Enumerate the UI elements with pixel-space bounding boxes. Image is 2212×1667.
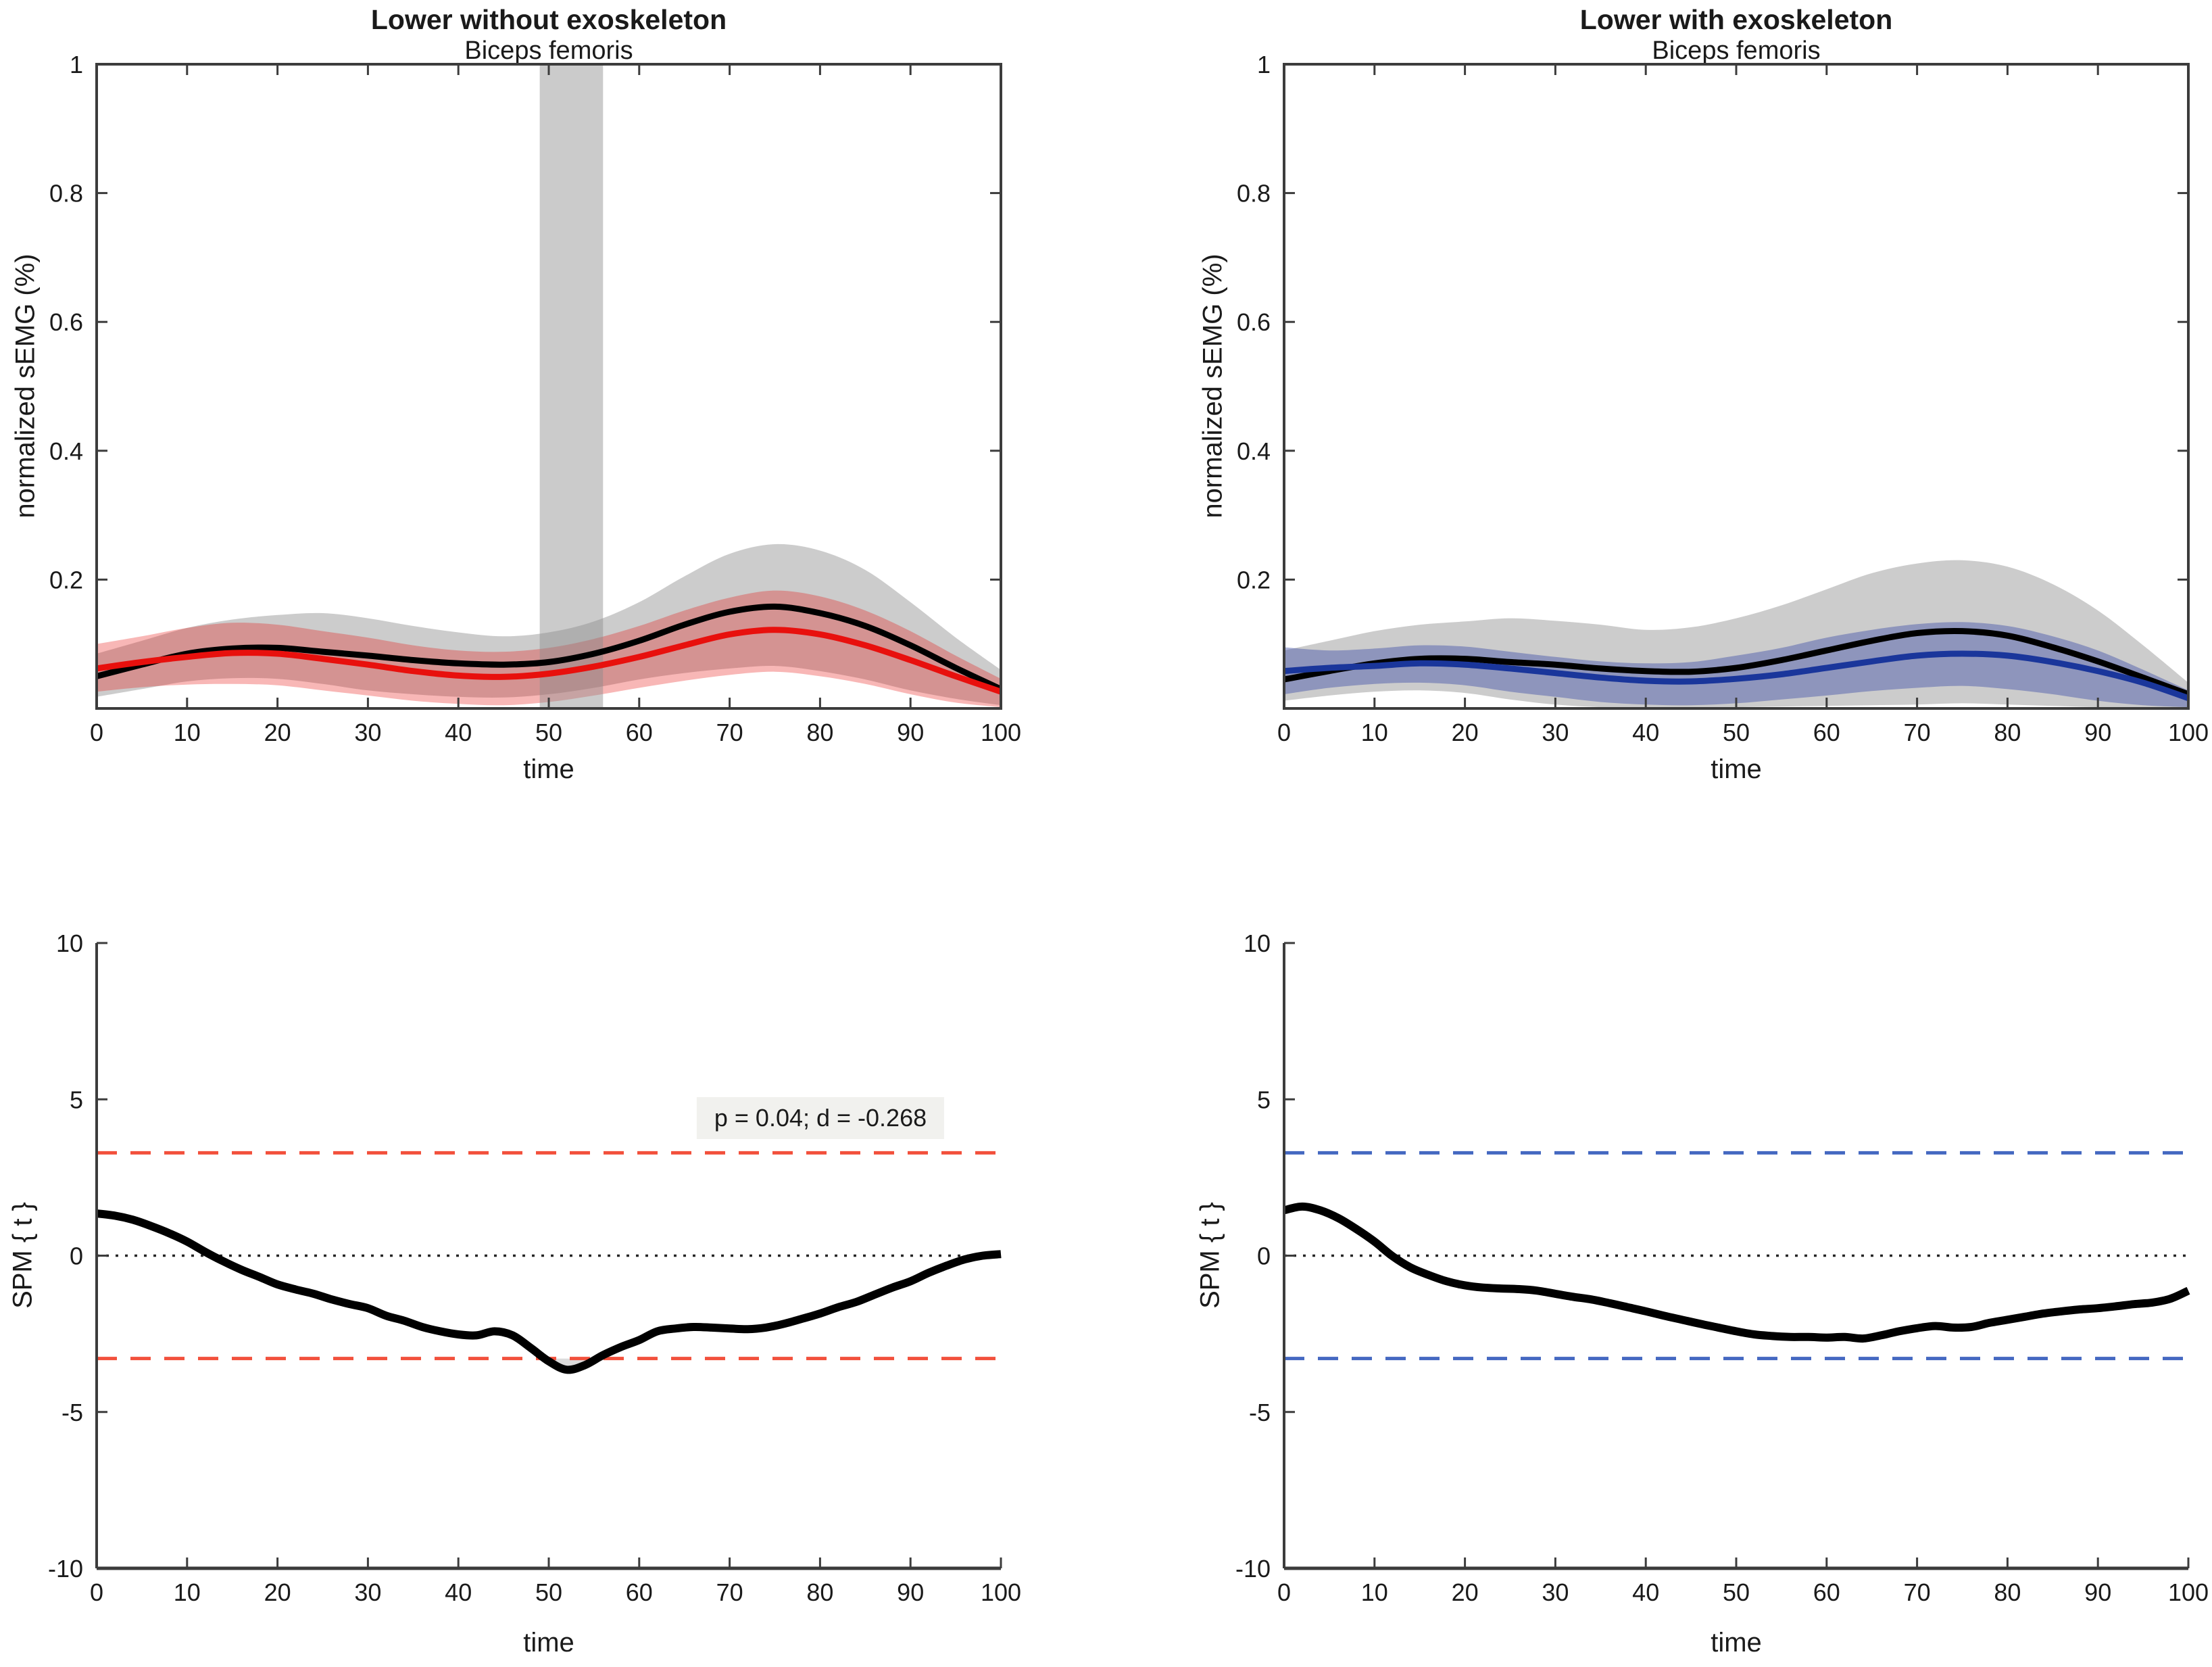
curve	[95, 603, 1002, 692]
y-tick-label: 0.4	[1237, 437, 1271, 465]
curve	[1283, 650, 2190, 702]
xlabel-spm-left: time	[523, 1628, 574, 1658]
significance-band	[539, 64, 604, 708]
y-tick-label: 0.4	[49, 437, 83, 465]
x-tick-label: 90	[2084, 1578, 2111, 1606]
y-tick-label: -5	[62, 1399, 83, 1426]
curve	[96, 1209, 1002, 1374]
x-tick-label: 0	[1277, 719, 1291, 746]
x-tick-label: 50	[535, 1578, 562, 1606]
y-tick-label: 10	[1244, 929, 1271, 957]
y-tick-label: 0	[70, 1242, 83, 1270]
panel-subtitle-with-exo: Biceps femoris	[1652, 37, 1821, 65]
x-tick-label: 30	[1542, 1578, 1569, 1606]
x-tick-label: 0	[1277, 1578, 1291, 1606]
x-tick-label: 90	[897, 1578, 924, 1606]
panel-subtitle-without-exo: Biceps femoris	[464, 37, 633, 65]
curve	[96, 627, 1002, 695]
x-tick-label: 10	[174, 719, 201, 746]
x-tick-label: 20	[1452, 719, 1479, 746]
x-tick-label: 40	[445, 1578, 472, 1606]
y-tick-label: 0.6	[49, 308, 83, 336]
x-tick-label: 60	[626, 1578, 653, 1606]
xlabel-emg-left: time	[523, 754, 574, 784]
x-tick-label: 10	[1361, 1578, 1388, 1606]
x-tick-label: 10	[1361, 719, 1388, 746]
x-tick-label: 30	[354, 1578, 381, 1606]
ylabel-spm-left: SPM { t }	[7, 1202, 38, 1309]
x-tick-label: 0	[90, 1578, 103, 1606]
x-tick-label: 0	[90, 719, 103, 746]
x-tick-label: 80	[806, 719, 833, 746]
x-tick-label: 60	[626, 719, 653, 746]
x-tick-label: 50	[535, 719, 562, 746]
ylabel-spm-right: SPM { t }	[1195, 1202, 1225, 1309]
y-tick-label: 5	[1257, 1086, 1271, 1113]
panel-title-with-exo: Lower with exoskeleton	[1579, 4, 1893, 35]
sd-band	[1284, 622, 2188, 708]
x-tick-label: 100	[981, 1578, 1021, 1606]
y-tick-label: 0.8	[49, 180, 83, 208]
y-tick-label: 0.6	[1237, 308, 1271, 336]
y-tick-label: 0.2	[49, 566, 83, 594]
x-tick-label: 70	[1904, 1578, 1931, 1606]
x-tick-label: 10	[174, 1578, 201, 1606]
emg-plot-without-exoskeleton: 0 10 20 30 40 50 60 70 80 90 100 0.2 0.4 0.6 0.8 1	[49, 51, 1021, 746]
ylabel-emg-left: normalized sEMG (%)	[10, 253, 41, 518]
curve	[1283, 1202, 2190, 1343]
x-tick-label: 40	[1632, 1578, 1659, 1606]
y-tick-label: -10	[1235, 1555, 1271, 1583]
y-tick-label: -5	[1249, 1399, 1271, 1426]
x-tick-label: 80	[806, 1578, 833, 1606]
spm-plot-with-exoskeleton: 0 10 20 30 40 50 60 70 80 90 100 -10 -5 0 5 10	[1235, 929, 2209, 1606]
ylabel-emg-right: normalized sEMG (%)	[1198, 253, 1228, 518]
x-tick-label: 30	[354, 719, 381, 746]
x-tick-label: 50	[1723, 719, 1750, 746]
x-tick-label: 60	[1813, 1578, 1840, 1606]
x-tick-label: 60	[1813, 719, 1840, 746]
sd-band	[97, 543, 1001, 706]
x-tick-label: 40	[1632, 719, 1659, 746]
x-tick-label: 70	[1904, 719, 1931, 746]
panel-title-without-exo: Lower without exoskeleton	[370, 4, 727, 35]
x-tick-label: 100	[2168, 1578, 2209, 1606]
emg-plot-with-exoskeleton: 0 10 20 30 40 50 60 70 80 90 100 0.2 0.4 0.6 0.8 1	[1237, 51, 2209, 746]
x-tick-label: 20	[264, 1578, 291, 1606]
sd-band	[97, 590, 1001, 708]
x-tick-label: 100	[2168, 719, 2209, 746]
x-tick-label: 20	[264, 719, 291, 746]
y-tick-label: 0	[1257, 1242, 1271, 1270]
x-tick-label: 40	[445, 719, 472, 746]
x-tick-label: 90	[897, 719, 924, 746]
x-tick-label: 20	[1452, 1578, 1479, 1606]
y-tick-label: 1	[1257, 51, 1271, 78]
curve	[1283, 627, 2190, 698]
x-tick-label: 100	[981, 719, 1021, 746]
y-tick-label: 0.8	[1237, 180, 1271, 208]
y-tick-label: 5	[70, 1086, 83, 1113]
xlabel-spm-right: time	[1711, 1628, 1762, 1658]
y-tick-label: 1	[70, 51, 83, 78]
x-tick-label: 80	[1994, 1578, 2021, 1606]
x-tick-label: 70	[716, 719, 743, 746]
y-tick-label: 0.2	[1237, 566, 1271, 594]
x-tick-label: 80	[1994, 719, 2021, 746]
xlabel-emg-right: time	[1711, 754, 1762, 784]
spm-stats-annotation: p = 0.04; d = -0.268	[696, 1097, 945, 1139]
spm-plot-without-exoskeleton: 0 10 20 30 40 50 60 70 80 90 100 -10 -5 0 5 10	[48, 929, 1021, 1606]
x-tick-label: 50	[1723, 1578, 1750, 1606]
x-tick-label: 90	[2084, 719, 2111, 746]
y-tick-label: -10	[48, 1555, 83, 1583]
y-tick-label: 10	[56, 929, 83, 957]
x-tick-label: 30	[1542, 719, 1569, 746]
x-tick-label: 70	[716, 1578, 743, 1606]
